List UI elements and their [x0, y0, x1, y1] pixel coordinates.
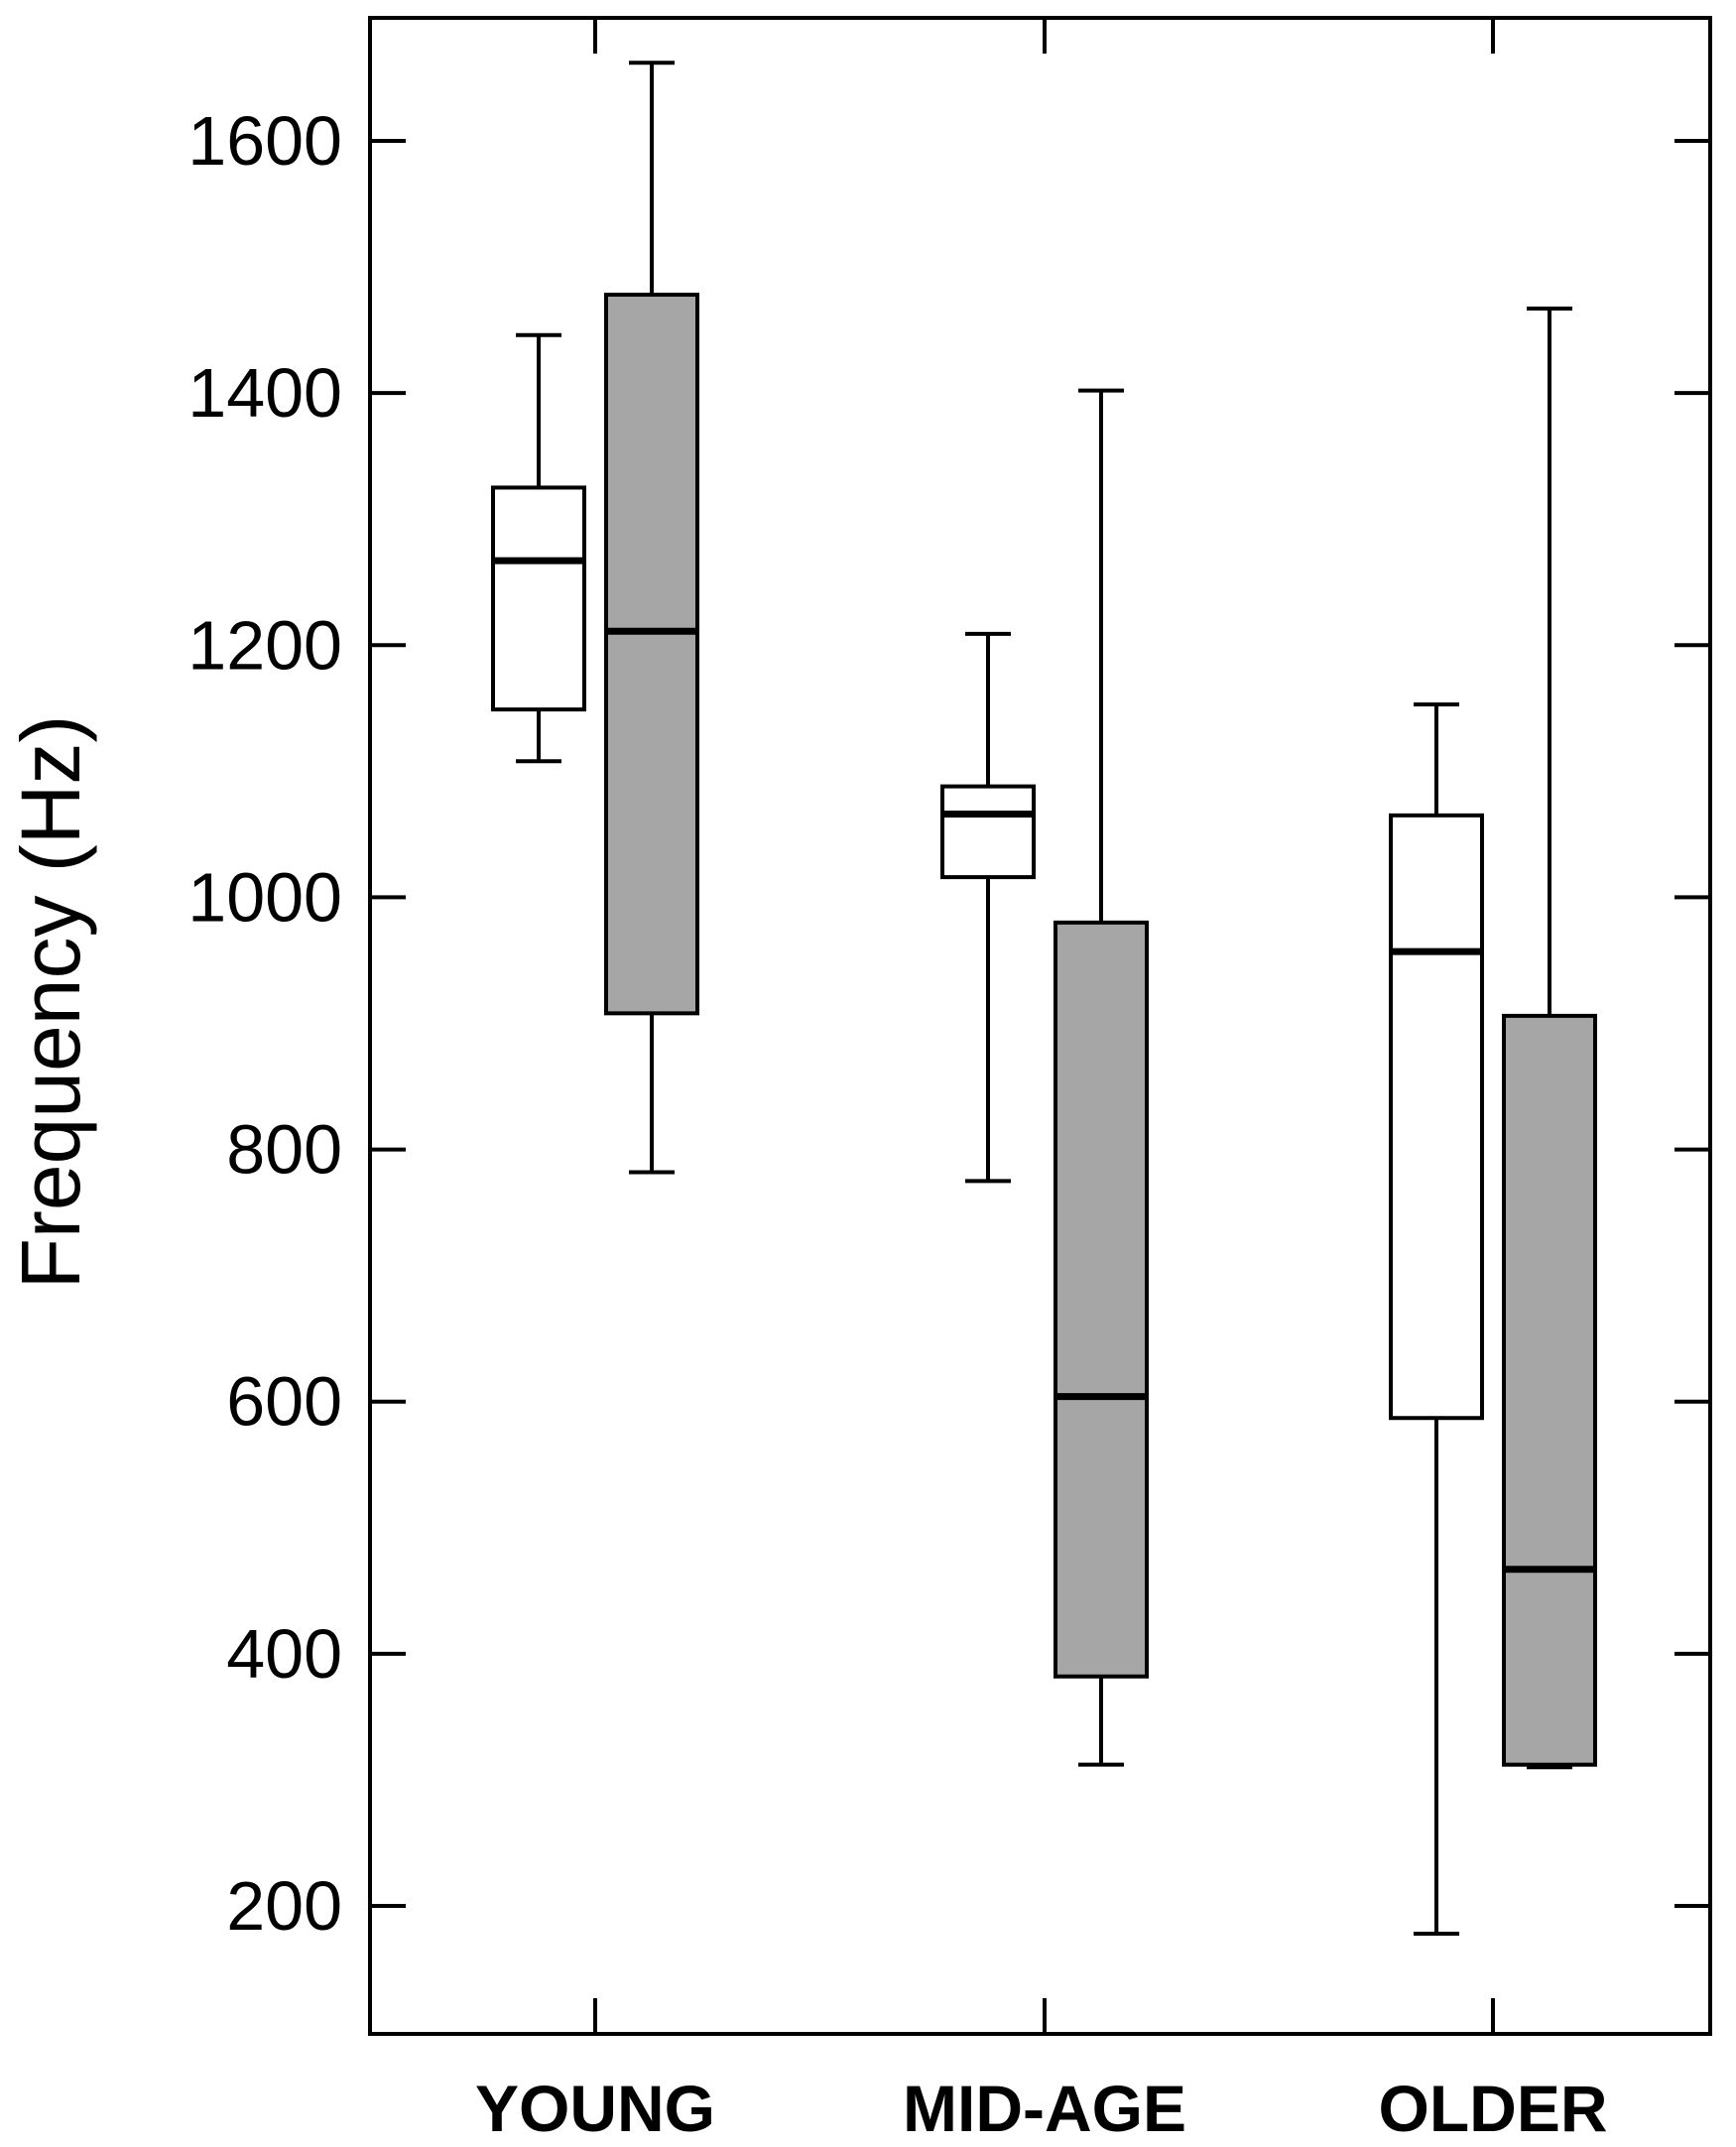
x-axis: YOUNG MID-AGE OLDER — [475, 18, 1608, 2145]
box-series — [491, 61, 1597, 1936]
y-tick-label: 1000 — [187, 858, 342, 936]
box-older-series-2 — [1502, 307, 1597, 1770]
box-iqr — [604, 293, 699, 1016]
box-iqr — [1054, 920, 1149, 1679]
y-tick-label: 1200 — [187, 606, 342, 684]
y-tick-label: 600 — [226, 1363, 342, 1441]
box-mid-age-series-1 — [940, 631, 1036, 1184]
y-axis: 200 400 600 800 1000 1200 1400 1600 — [187, 102, 1710, 1945]
x-category-label: YOUNG — [475, 2072, 715, 2145]
box-iqr — [940, 784, 1036, 880]
plot-frame — [368, 16, 1712, 2036]
box-iqr — [1502, 1013, 1597, 1767]
box-mid-age-series-2 — [1054, 388, 1149, 1767]
box-older-series-1 — [1389, 702, 1484, 1936]
y-tick-label: 1600 — [187, 102, 342, 180]
y-tick-label: 800 — [226, 1111, 342, 1189]
y-tick-label: 1400 — [187, 354, 342, 432]
plot-border — [368, 16, 1712, 2036]
x-category-label: MID-AGE — [903, 2072, 1186, 2145]
box-young-series-1 — [491, 332, 586, 764]
y-tick-label: 200 — [226, 1867, 342, 1945]
box-iqr — [491, 485, 586, 712]
x-category-label: OLDER — [1379, 2072, 1608, 2145]
y-axis-title: Frequency (Hz) — [4, 715, 97, 1290]
y-tick-label: 400 — [226, 1615, 342, 1693]
box-iqr — [1389, 813, 1484, 1421]
box-young-series-2 — [604, 61, 699, 1175]
